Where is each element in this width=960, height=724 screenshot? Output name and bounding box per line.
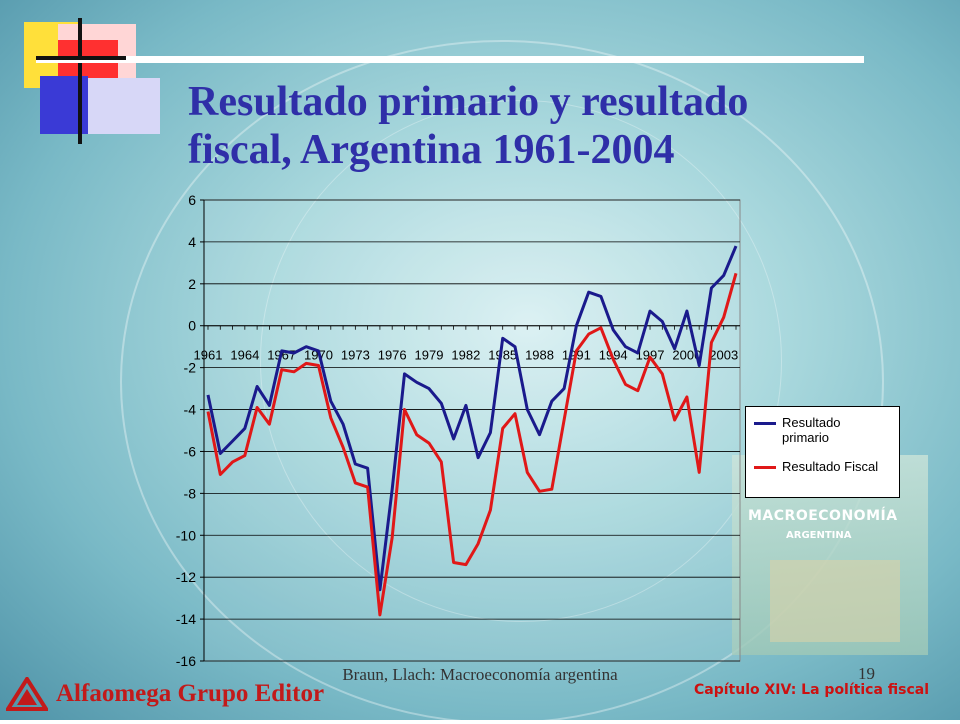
horizontal-line-decoration [36,56,126,60]
lavender-square-decoration [88,78,160,134]
title-line-1: Resultado primario y resultado [188,79,749,125]
legend-item-primario: Resultado primario [754,415,882,445]
y-tick-label: 0 [188,318,196,334]
y-tick-label: -2 [184,360,197,376]
legend-label-fiscal: Resultado Fiscal [782,459,879,474]
legend-label-primario: Resultado primario [782,415,841,445]
publisher-logo: Alfaomega Grupo Editor [6,676,324,712]
alfaomega-logo-icon [6,677,48,711]
y-tick-label: -8 [184,485,197,501]
x-tick-label: 1964 [230,348,259,363]
x-tick-label: 1976 [378,348,407,363]
footer-author: Braun, Llach: Macroeconomía argentina [342,665,618,684]
legend-swatch-fiscal [754,466,776,469]
x-tick-label: 1997 [636,348,665,363]
y-tick-label: -4 [184,402,197,418]
x-tick-label: 2000 [672,348,701,363]
x-tick-label: 1982 [451,348,480,363]
x-tick-label: 1979 [415,348,444,363]
slide-title: Resultado primario y resultado fiscal, A… [188,78,908,174]
background-ring-decoration-inner [260,100,782,622]
x-tick-label: 1985 [488,348,517,363]
y-tick-label: 6 [188,192,196,208]
y-tick-label: -14 [176,611,196,627]
title-line-2: fiscal, Argentina 1961-2004 [188,127,675,173]
book-cover-subtitle: ARGENTINA [786,530,852,541]
y-tick-label: -12 [176,569,196,585]
y-tick-label: -6 [184,443,197,459]
chapter-label: Capítulo XIV: La política fiscal [694,682,930,698]
legend-swatch-primario [754,422,776,425]
y-tick-label: -10 [176,527,196,543]
y-tick-label: 2 [188,276,196,292]
book-cover-title: MACROECONOMÍA [748,508,898,524]
chart-legend: Resultado primario Resultado Fiscal [745,406,900,498]
y-tick-label: -16 [176,653,196,669]
x-tick-label: 2003 [709,348,738,363]
vertical-line-decoration [78,18,82,144]
y-tick-label: 4 [188,234,196,250]
x-tick-label: 1961 [194,348,223,363]
legend-item-fiscal: Resultado Fiscal [754,459,882,474]
page-number: 19 [858,664,875,683]
x-tick-label: 1988 [525,348,554,363]
title-rule-line [36,56,864,63]
x-tick-label: 1973 [341,348,370,363]
series-line-fiscal [206,272,738,617]
publisher-name: Alfaomega Grupo Editor [56,680,325,707]
book-cover-picture [770,560,900,642]
series-line-primario [206,245,738,592]
